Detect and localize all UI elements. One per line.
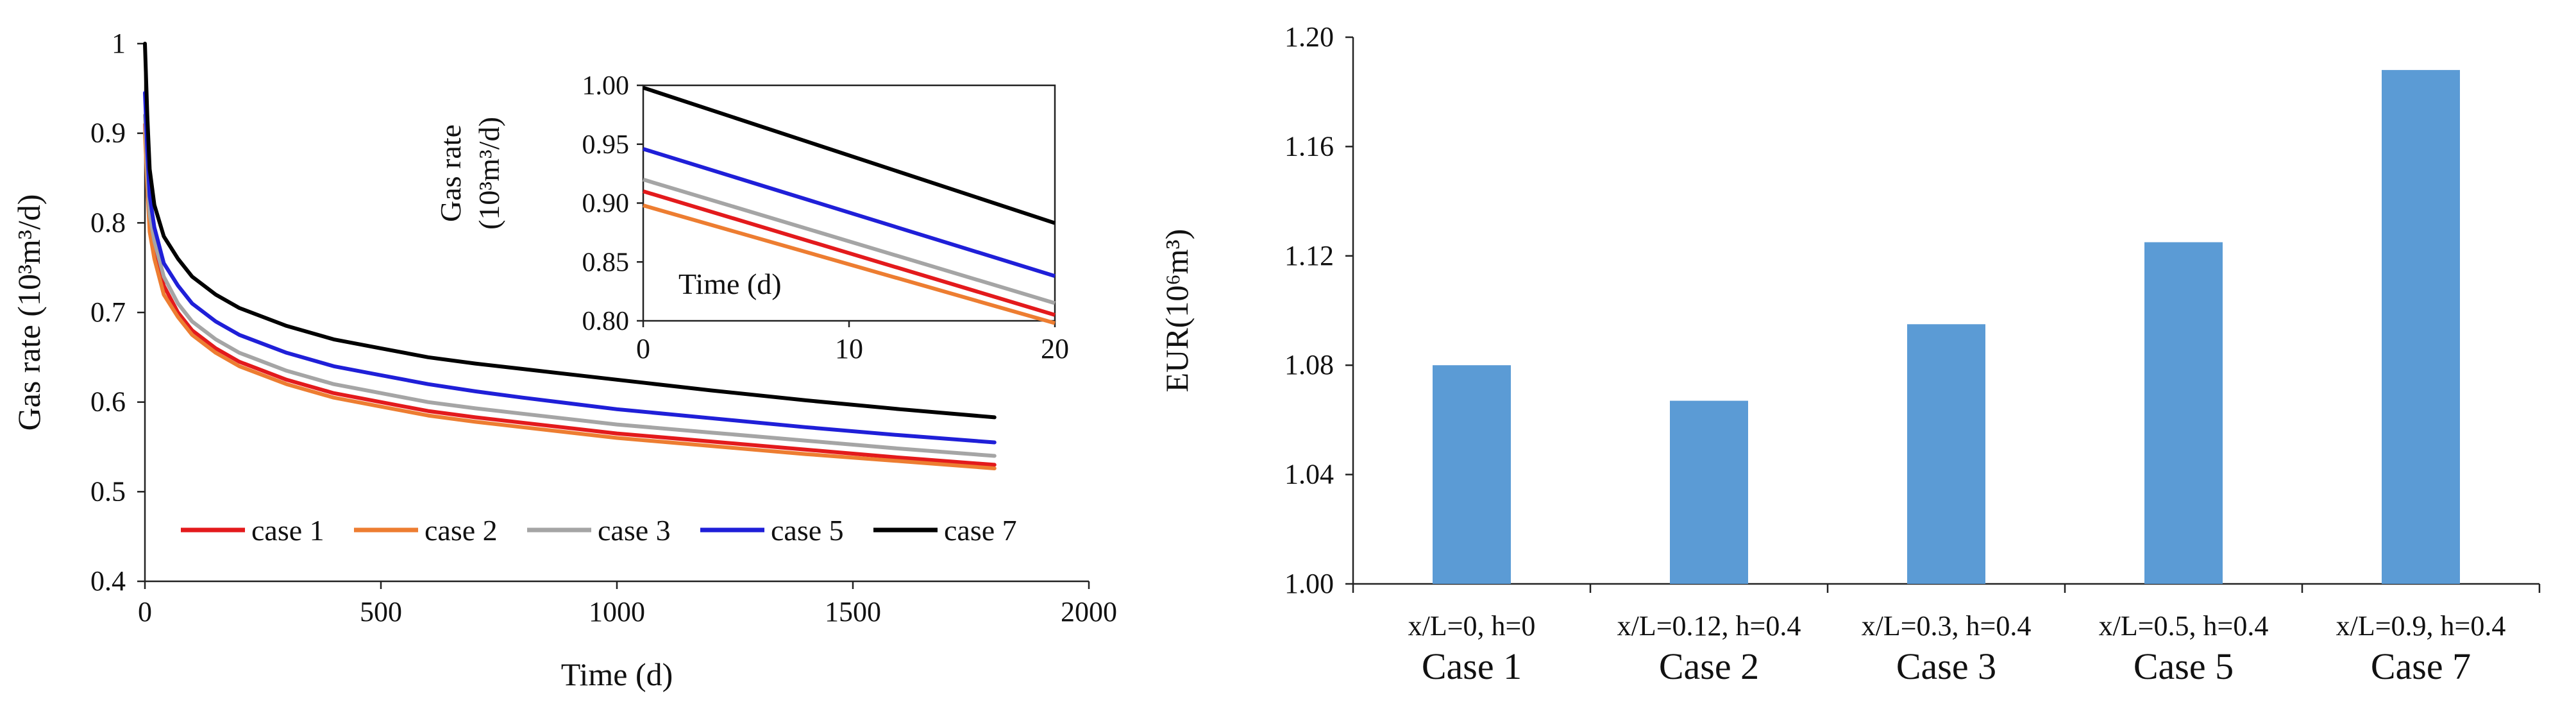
x-tick-label: 2000 [1061,596,1117,628]
bar-case-2 [1670,400,1748,584]
x-tick-label: 0 [138,596,152,628]
inset-y-tick-label: 0.85 [582,248,630,277]
bar-case-3 [1907,324,1985,584]
bar-category-sublabel: x/L=0.5, h=0.4 [2099,610,2269,642]
bar-case-7 [2382,70,2460,585]
inset-series-line-case-5 [643,147,1056,278]
inset-x-axis-title: Time (d) [678,268,782,300]
bar-y-tick-label: 1.04 [1284,459,1334,490]
inset-x-tick-label: 0 [636,333,650,364]
inset-x-tick-label: 20 [1041,333,1069,364]
bar-category-label: Case 2 [1659,645,1759,687]
inset-series-line-case-1 [643,189,1056,317]
bar-category-label: Case 1 [1422,645,1522,687]
inset-y-tick-label: 1.00 [582,71,630,101]
bar-y-axis-title: EUR(10⁶m³) [1159,229,1195,393]
y-tick-label: 0.6 [90,386,126,418]
inset-x-tick-label: 10 [835,333,863,364]
series-line-case-5 [143,90,997,445]
bar-category-sublabel: x/L=0, h=0 [1408,610,1536,642]
inset-series-line-case-7 [643,85,1056,225]
y-tick-label: 0.8 [90,207,126,238]
x-tick-label: 1000 [589,596,645,628]
bar-y-tick-label: 1.16 [1284,130,1334,162]
legend-label: case 7 [944,514,1017,547]
bar-y-tick-label: 1.20 [1284,21,1334,53]
bar-category-sublabel: x/L=0.9, h=0.4 [2336,610,2506,642]
bar-category-sublabel: x/L=0.3, h=0.4 [1862,610,2032,642]
inset-y-axis-title-line1: Gas rate [434,124,467,222]
bar-y-tick-label: 1.08 [1284,349,1334,380]
x-tick-label: 500 [360,596,402,628]
y-tick-label: 0.9 [90,117,126,149]
bar-case-1 [1433,365,1511,584]
x-axis-title: Time (d) [561,656,673,692]
legend-label: case 5 [771,514,844,547]
legend-label: case 2 [425,514,498,547]
eur-bar-chart: 1.00 1.04 1.08 1.12 1.16 1.20 EUR(10⁶m³) x/L=0,… [1159,21,2541,687]
inset-y-tick-label: 0.95 [582,130,630,160]
bar-y-tick-label: 1.12 [1284,240,1334,271]
y-tick-label: 0.7 [90,296,126,328]
series-line-case-2 [143,131,997,470]
series-line-case-7 [143,42,997,420]
bar-y-tick-label: 1.00 [1284,568,1334,599]
inset-series-line-case-2 [643,203,1056,325]
y-axis-title: Gas rate (10³m³/d) [11,194,47,431]
bar-case-5 [2144,242,2223,584]
bar-category-label: Case 3 [1896,645,1996,687]
legend-label: case 1 [251,514,324,547]
inset-y-axis-title-line2: (10³m³/d) [473,117,505,230]
inset-series-line-case-3 [643,177,1056,305]
y-tick-label: 0.5 [90,475,126,507]
y-tick-label: 1 [112,28,126,59]
x-tick-label: 1500 [825,596,881,628]
series-line-case-1 [143,122,997,467]
y-tick-label: 0.4 [90,565,126,597]
inset-y-tick-label: 0.90 [582,189,630,219]
legend-label: case 3 [598,514,671,547]
gas-rate-line-chart: 0.40.50.60.70.80.910 500 1000 1500 2000Time … [11,28,1117,692]
bar-category-sublabel: x/L=0.12, h=0.4 [1617,610,1801,642]
series-line-case-3 [143,113,997,458]
gas-rate-inset-chart: 0.80 0.85 0.90 0.95 1.00 0 10 20 Time (d) Gas rat… [434,71,1069,364]
inset-y-tick-label: 0.80 [582,307,630,336]
bar-category-label: Case 7 [2371,645,2471,687]
bar-category-label: Case 5 [2134,645,2234,687]
